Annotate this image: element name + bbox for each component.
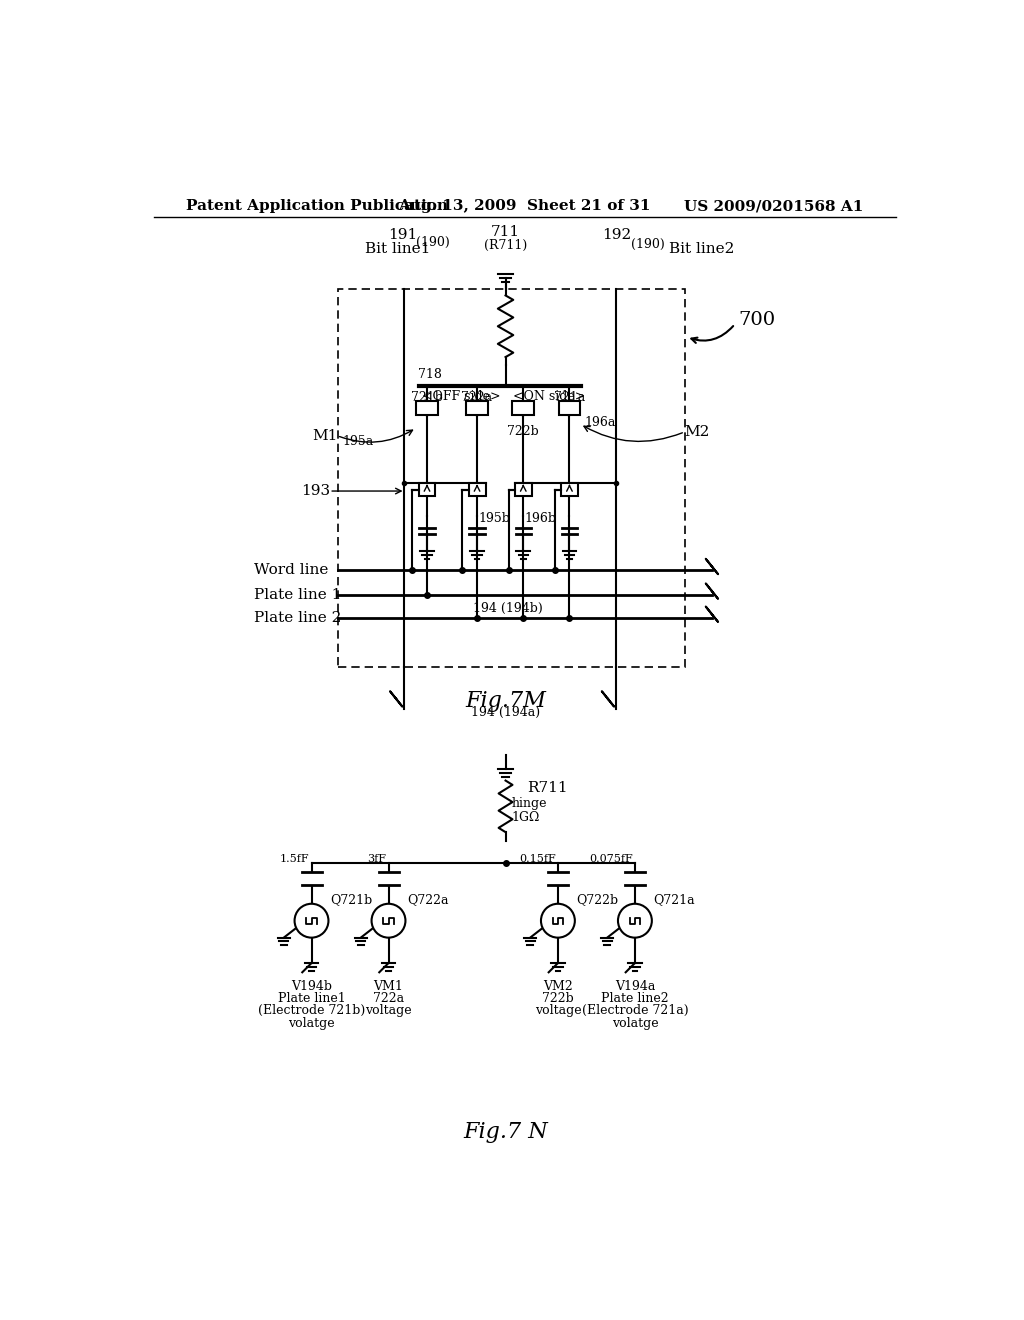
Text: <OFF side>: <OFF side> bbox=[423, 389, 501, 403]
Text: M2: M2 bbox=[684, 425, 710, 438]
Text: (Electrode 721a): (Electrode 721a) bbox=[582, 1005, 688, 1018]
Text: Bit line1: Bit line1 bbox=[366, 243, 430, 256]
Text: Plate line 1: Plate line 1 bbox=[254, 587, 341, 602]
Text: 1GΩ: 1GΩ bbox=[512, 810, 540, 824]
Text: 722b: 722b bbox=[542, 991, 573, 1005]
Text: 3fF: 3fF bbox=[368, 854, 386, 865]
Text: Plate line1: Plate line1 bbox=[278, 991, 345, 1005]
Text: Fig.7M: Fig.7M bbox=[465, 690, 546, 713]
Text: (190): (190) bbox=[631, 238, 665, 251]
Text: US 2009/0201568 A1: US 2009/0201568 A1 bbox=[684, 199, 863, 213]
Text: V194b: V194b bbox=[291, 979, 332, 993]
Text: 194 (194b): 194 (194b) bbox=[473, 602, 543, 615]
Text: Plate line 2: Plate line 2 bbox=[254, 611, 341, 626]
Text: 195b: 195b bbox=[478, 512, 511, 525]
Text: Q722a: Q722a bbox=[407, 894, 449, 907]
Circle shape bbox=[617, 904, 652, 937]
Text: R711: R711 bbox=[527, 781, 567, 795]
Circle shape bbox=[372, 904, 406, 937]
Text: 0.075fF: 0.075fF bbox=[589, 854, 633, 865]
Bar bbox=[515, 483, 531, 496]
Text: 0.15fF: 0.15fF bbox=[519, 854, 556, 865]
Text: Q721a: Q721a bbox=[653, 894, 695, 907]
Text: Aug. 13, 2009  Sheet 21 of 31: Aug. 13, 2009 Sheet 21 of 31 bbox=[398, 199, 651, 213]
Text: voltage: voltage bbox=[366, 1005, 412, 1018]
Bar bbox=[561, 483, 578, 496]
Text: Q721b: Q721b bbox=[330, 894, 373, 907]
Bar bbox=[466, 401, 487, 414]
Text: <ON side>: <ON side> bbox=[513, 389, 585, 403]
Text: VM1: VM1 bbox=[374, 979, 403, 993]
Text: Patent Application Publication: Patent Application Publication bbox=[186, 199, 449, 213]
Text: 722a: 722a bbox=[373, 991, 404, 1005]
Text: 711: 711 bbox=[490, 224, 520, 239]
Text: 722a: 722a bbox=[462, 391, 493, 404]
Text: 191: 191 bbox=[388, 228, 417, 243]
Text: volatge: volatge bbox=[288, 1016, 335, 1030]
Text: 196a: 196a bbox=[585, 416, 616, 429]
Text: 721a: 721a bbox=[554, 391, 585, 404]
Text: (Electrode 721b): (Electrode 721b) bbox=[258, 1005, 366, 1018]
Text: 192: 192 bbox=[602, 228, 632, 243]
Text: 700: 700 bbox=[739, 312, 776, 329]
Bar bbox=[339, 289, 685, 667]
Text: 195a: 195a bbox=[342, 436, 374, 449]
Text: 196b: 196b bbox=[524, 512, 557, 525]
Text: hinge: hinge bbox=[512, 797, 547, 810]
Bar bbox=[512, 401, 535, 414]
Text: voltage: voltage bbox=[535, 1005, 582, 1018]
Text: Bit line2: Bit line2 bbox=[670, 243, 734, 256]
Text: (190): (190) bbox=[417, 236, 450, 249]
Text: 722b: 722b bbox=[507, 425, 539, 438]
Text: Fig.7 N: Fig.7 N bbox=[463, 1122, 548, 1143]
Text: 718: 718 bbox=[418, 367, 441, 380]
Bar bbox=[419, 483, 435, 496]
Text: 1.5fF: 1.5fF bbox=[280, 854, 309, 865]
Text: 194 (194a): 194 (194a) bbox=[471, 706, 540, 719]
Text: 721b: 721b bbox=[411, 391, 443, 404]
Bar bbox=[469, 483, 485, 496]
Bar bbox=[416, 401, 438, 414]
Text: (R711): (R711) bbox=[484, 239, 527, 252]
Text: VM2: VM2 bbox=[543, 979, 572, 993]
Bar bbox=[559, 401, 581, 414]
Text: V194a: V194a bbox=[614, 979, 655, 993]
Text: Q722b: Q722b bbox=[577, 894, 618, 907]
Text: 193: 193 bbox=[301, 484, 330, 498]
Text: volatge: volatge bbox=[611, 1016, 658, 1030]
Circle shape bbox=[541, 904, 574, 937]
Text: M1: M1 bbox=[312, 429, 338, 442]
Text: Word line: Word line bbox=[254, 564, 328, 577]
Text: Plate line2: Plate line2 bbox=[601, 991, 669, 1005]
Circle shape bbox=[295, 904, 329, 937]
